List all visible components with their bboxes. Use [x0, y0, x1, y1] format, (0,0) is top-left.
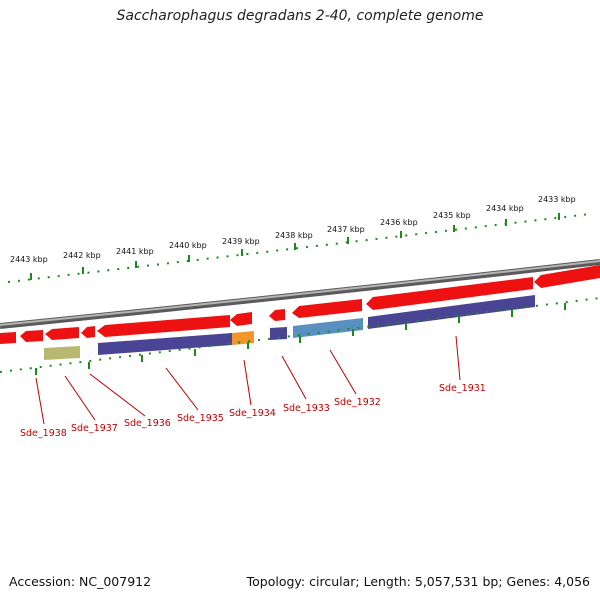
- kbp-label: 2440 kbp: [169, 241, 207, 250]
- gene-arrow: [97, 315, 230, 337]
- gene-label: Sde_1937: [71, 423, 118, 434]
- cds-bar: [368, 295, 535, 329]
- gene-arrow: [269, 309, 285, 321]
- gene-arrow: [45, 327, 79, 340]
- gene-arrow: [534, 265, 600, 288]
- gene-label: Sde_1932: [334, 397, 381, 408]
- forward-gene-arrows: [0, 265, 600, 344]
- kbp-scale-labels: 2443 kbp 2442 kbp 2441 kbp 2440 kbp 2439…: [10, 195, 576, 264]
- gene-arrow: [0, 332, 16, 344]
- genome-summary-text: Topology: circular; Length: 5,057,531 bp…: [246, 574, 590, 589]
- gene-arrow: [20, 330, 43, 342]
- cds-feature-bars: [44, 295, 535, 360]
- kbp-label: 2441 kbp: [116, 247, 154, 256]
- gene-label: Sde_1938: [20, 428, 67, 439]
- gene-label: Sde_1934: [229, 408, 276, 419]
- kbp-label: 2439 kbp: [222, 237, 260, 246]
- genome-title: Saccharophagus degradans 2-40, complete …: [116, 8, 484, 24]
- gene-label: Sde_1935: [177, 413, 224, 424]
- gene-labels: Sde_1938 Sde_1937 Sde_1936 Sde_1935 Sde_…: [20, 383, 486, 439]
- kbp-label: 2433 kbp: [538, 195, 576, 204]
- accession-text: Accession: NC_007912: [9, 574, 152, 589]
- gene-arrow: [366, 277, 533, 310]
- kbp-label: 2435 kbp: [433, 211, 471, 220]
- kbp-label: 2436 kbp: [380, 218, 418, 227]
- gene-label-leaders: [35, 335, 461, 425]
- gene-arrow: [230, 312, 252, 326]
- gene-arrow: [292, 299, 362, 318]
- kbp-label: 2443 kbp: [10, 255, 48, 264]
- cds-bar: [293, 318, 363, 338]
- cds-bar: [44, 346, 80, 360]
- kbp-label: 2438 kbp: [275, 231, 313, 240]
- gene-label: Sde_1931: [439, 383, 486, 394]
- cds-bar: [270, 327, 287, 340]
- cds-bar: [232, 331, 254, 345]
- gene-label: Sde_1933: [283, 403, 330, 414]
- kbp-label: 2442 kbp: [63, 251, 101, 260]
- gene-arrow: [81, 326, 95, 338]
- kbp-label: 2434 kbp: [486, 204, 524, 213]
- inner-tick-track: [0, 297, 600, 375]
- kbp-label: 2437 kbp: [327, 225, 365, 234]
- outer-tick-track: [7, 213, 591, 283]
- genome-backbone: [0, 259, 600, 329]
- cds-bar: [98, 333, 232, 355]
- gene-label: Sde_1936: [124, 418, 171, 429]
